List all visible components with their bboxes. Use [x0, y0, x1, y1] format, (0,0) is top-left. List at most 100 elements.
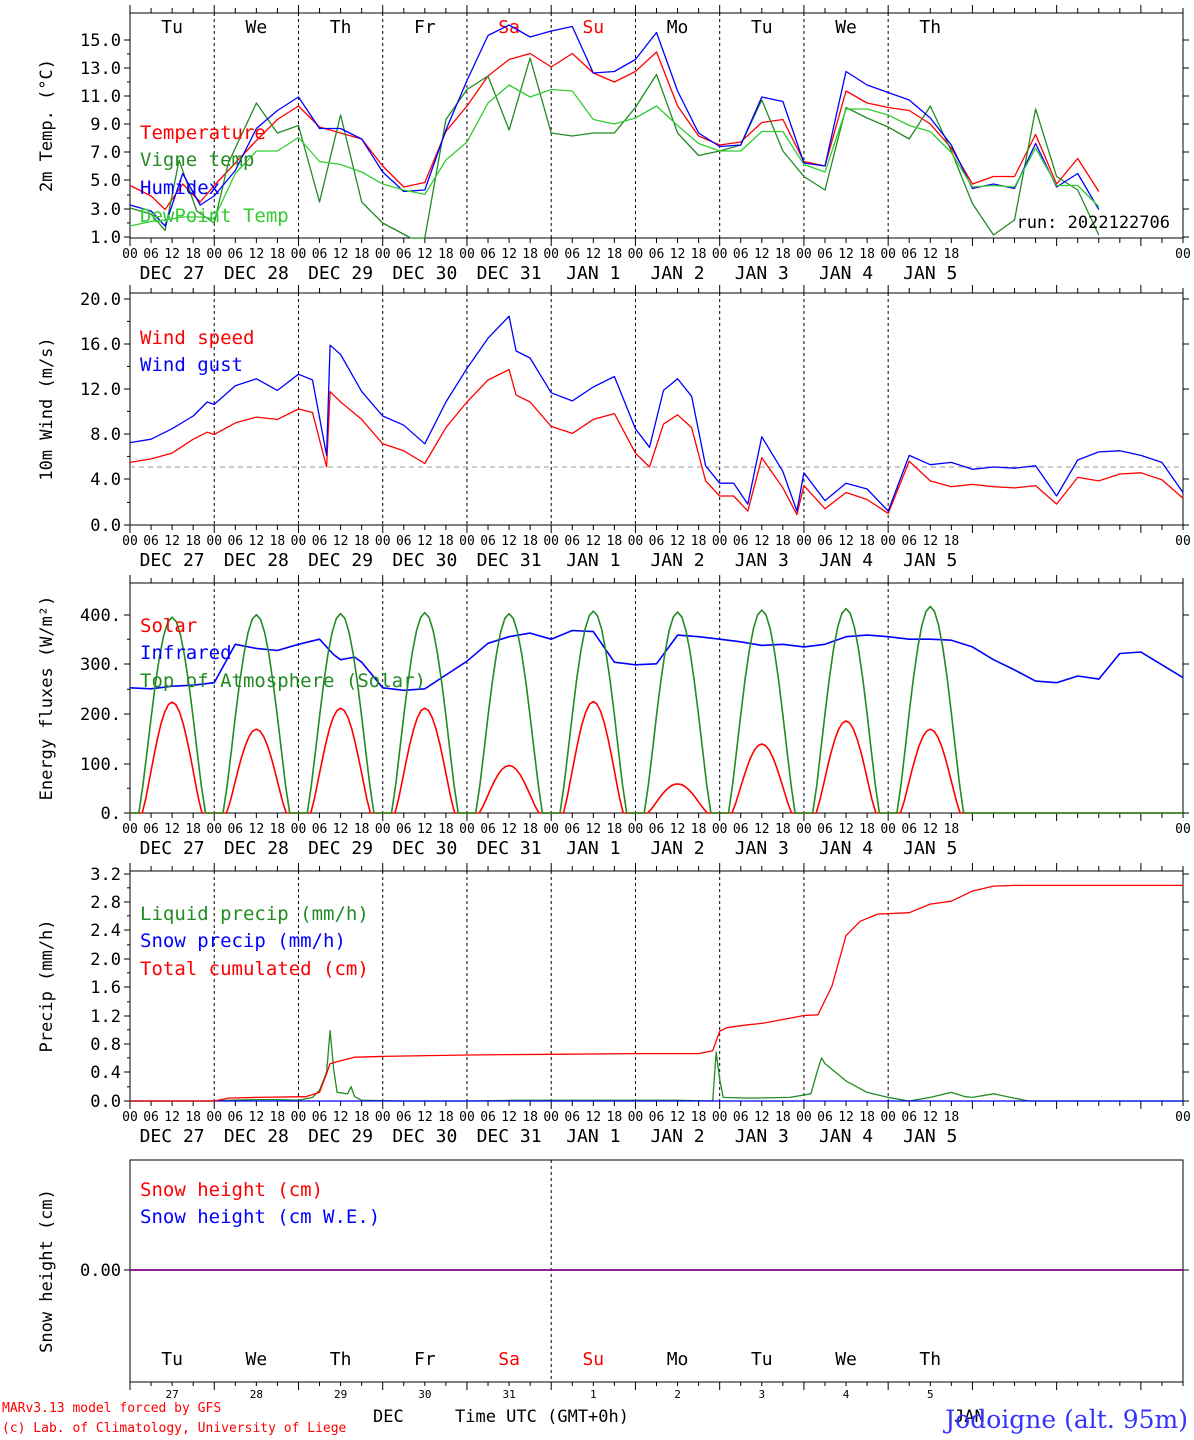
- x-hour-label: 06: [396, 1110, 412, 1125]
- weekday-label: We: [246, 17, 268, 38]
- x-hour-label: 12: [838, 247, 854, 262]
- x-hour-label: 18: [185, 534, 201, 549]
- x-hour-label: 00: [459, 1110, 475, 1125]
- x-day-label: JAN 4: [819, 1126, 873, 1147]
- x-hour-label: 00: [543, 247, 559, 262]
- x-hour-label: 00: [712, 1110, 728, 1125]
- x-hour-label: 12: [754, 534, 770, 549]
- series-line: [130, 884, 1183, 1102]
- weekday-label: Tu: [751, 17, 773, 38]
- x-day-label: DEC 30: [392, 1126, 457, 1147]
- x-day-label: DEC 27: [140, 550, 205, 571]
- x-hour-label: 00: [122, 822, 138, 837]
- x-hour-label: 06: [143, 822, 159, 837]
- x-hour-label: 12: [585, 247, 601, 262]
- x-hour-label: 12: [333, 822, 349, 837]
- y-tick-label: 400.: [80, 606, 121, 626]
- y-tick-label: 20.0: [80, 290, 121, 310]
- x-hour-label: 18: [775, 1110, 791, 1125]
- y-axis-title: 10m Wind (m/s): [37, 337, 57, 480]
- legend-label: Vigne temp: [140, 149, 254, 171]
- x-day-label: DEC 30: [392, 263, 457, 284]
- x-hour-label: 00: [291, 247, 307, 262]
- x-hour-label: 06: [227, 1110, 243, 1125]
- weekday-label: Th: [919, 1349, 941, 1370]
- x-hour-label: 12: [670, 1110, 686, 1125]
- x-hour-label: 06: [901, 822, 917, 837]
- x-day-label: JAN 2: [650, 263, 704, 284]
- x-day-label: DEC 31: [477, 263, 542, 284]
- y-tick-label: 3.2: [90, 865, 121, 885]
- x-hour-label: 00: [796, 1110, 812, 1125]
- x-hour-label: 12: [754, 1110, 770, 1125]
- x-hour-label: 12: [333, 534, 349, 549]
- weekday-label: Su: [582, 1349, 604, 1370]
- legend-label: Wind gust: [140, 354, 243, 376]
- x-day-label: DEC 30: [392, 550, 457, 571]
- x-day-number: 2: [674, 1388, 681, 1401]
- x-hour-label: 12: [333, 1110, 349, 1125]
- x-hour-label: 00: [796, 822, 812, 837]
- x-hour-label: 06: [480, 247, 496, 262]
- x-hour-label: 12: [501, 247, 517, 262]
- legend-label: Humidex: [140, 177, 220, 199]
- y-tick-label: 5.0: [90, 171, 121, 191]
- x-hour-label: 06: [396, 534, 412, 549]
- x-hour-label: 00: [712, 247, 728, 262]
- x-hour-label: 06: [312, 822, 328, 837]
- x-day-number: 29: [334, 1388, 347, 1401]
- x-hour-label: 00: [1175, 822, 1191, 837]
- x-hour-label: 00: [543, 534, 559, 549]
- y-tick-label: 1.2: [90, 1007, 121, 1027]
- x-hour-label: 00: [880, 1110, 896, 1125]
- x-hour-label: 18: [944, 822, 960, 837]
- x-hour-label: 00: [375, 534, 391, 549]
- x-day-label: JAN 5: [903, 838, 957, 859]
- x-hour-label: 00: [206, 1110, 222, 1125]
- x-hour-label: 00: [628, 1110, 644, 1125]
- legend-label: Snow height (cm W.E.): [140, 1206, 380, 1228]
- x-hour-label: 00: [122, 534, 138, 549]
- y-tick-label: 15.0: [80, 31, 121, 51]
- x-hour-label: 12: [417, 534, 433, 549]
- series-line: [130, 1029, 1183, 1102]
- x-hour-label: 06: [649, 1110, 665, 1125]
- x-hour-label: 06: [312, 247, 328, 262]
- x-hour-label: 06: [733, 1110, 749, 1125]
- x-hour-label: 18: [607, 534, 623, 549]
- y-axis-title: Snow height (cm): [37, 1189, 57, 1353]
- series-line: [129, 51, 1100, 211]
- x-hour-label: 12: [501, 534, 517, 549]
- panel-5: 0.00 Snow height (cm) 27 28 29 30 31 1 2 3 4 5 Tu We T…: [37, 1159, 1189, 1401]
- x-day-label: JAN 5: [903, 1126, 957, 1147]
- x-hour-label: 00: [375, 1110, 391, 1125]
- x-hour-label: 12: [417, 822, 433, 837]
- x-day-number: 30: [418, 1388, 431, 1401]
- y-tick-label: 200.: [80, 705, 121, 725]
- x-hour-label: 12: [838, 1110, 854, 1125]
- x-hour-label: 18: [944, 1110, 960, 1125]
- x-hour-label: 18: [775, 534, 791, 549]
- x-hour-label: 12: [333, 247, 349, 262]
- x-hour-label: 18: [522, 1110, 538, 1125]
- legend-label: DewPoint Temp: [140, 205, 289, 227]
- x-hour-label: 18: [859, 247, 875, 262]
- x-hour-label: 00: [796, 247, 812, 262]
- x-hour-label: 18: [185, 822, 201, 837]
- month-label-dec: DEC: [373, 1407, 404, 1427]
- x-day-label: DEC 29: [308, 1126, 373, 1147]
- x-hour-label: 06: [227, 822, 243, 837]
- x-day-label: DEC 27: [140, 263, 205, 284]
- x-hour-label: 12: [164, 247, 180, 262]
- x-hour-label: 12: [249, 534, 265, 549]
- x-hour-label: 00: [880, 822, 896, 837]
- x-day-label: JAN 3: [735, 550, 789, 571]
- legend-label: Temperature: [140, 122, 266, 144]
- x-day-label: DEC 31: [477, 838, 542, 859]
- x-day-label: DEC 29: [308, 263, 373, 284]
- x-hour-label: 00: [291, 1110, 307, 1125]
- x-hour-label: 06: [480, 534, 496, 549]
- location-label: Jodoigne (alt. 95m): [942, 1405, 1188, 1434]
- y-tick-label: 2.0: [90, 950, 121, 970]
